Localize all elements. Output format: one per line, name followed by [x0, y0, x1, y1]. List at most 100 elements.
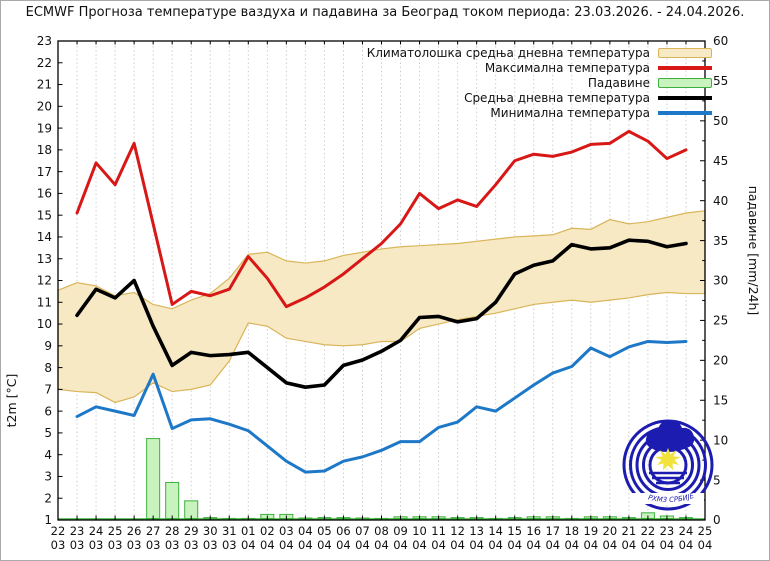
logo-book-lines — [649, 471, 687, 485]
svg-text:04: 04 — [526, 538, 541, 552]
svg-text:03: 03 — [89, 538, 104, 552]
svg-text:10: 10 — [713, 433, 728, 447]
svg-text:18: 18 — [37, 143, 52, 157]
svg-text:40: 40 — [713, 194, 728, 208]
svg-text:09: 09 — [393, 524, 408, 538]
svg-text:06: 06 — [336, 524, 351, 538]
svg-text:10: 10 — [37, 317, 52, 331]
svg-text:04: 04 — [564, 538, 579, 552]
svg-text:03: 03 — [184, 538, 199, 552]
legend-item-climatology: Климатолошка средња дневна температура — [367, 45, 712, 60]
svg-text:7: 7 — [44, 383, 52, 397]
legend-label: Падавине — [587, 75, 650, 90]
svg-text:2: 2 — [44, 491, 52, 505]
mean-temp-line-swatch — [658, 95, 712, 100]
svg-text:28: 28 — [165, 524, 180, 538]
legend-item-precip: Падавине — [367, 75, 712, 90]
max-temp-line-swatch — [658, 65, 712, 70]
min-temp-line — [75, 339, 688, 474]
svg-text:04: 04 — [336, 538, 351, 552]
svg-text:25: 25 — [698, 524, 713, 538]
svg-text:24: 24 — [89, 524, 104, 538]
precip-bar — [146, 438, 161, 520]
svg-text:6: 6 — [44, 404, 52, 418]
svg-text:04: 04 — [641, 538, 656, 552]
svg-text:22: 22 — [641, 524, 656, 538]
svg-text:04: 04 — [374, 538, 389, 552]
svg-text:04: 04 — [488, 538, 503, 552]
chart-legend: Климатолошка средња дневна температура М… — [367, 45, 712, 120]
max-temp-line — [75, 129, 688, 309]
legend-label: Климатолошка средња дневна температура — [366, 45, 650, 60]
svg-text:04: 04 — [298, 538, 313, 552]
svg-text:30: 30 — [203, 524, 218, 538]
svg-text:04: 04 — [584, 538, 599, 552]
svg-text:03: 03 — [165, 538, 180, 552]
svg-text:16: 16 — [526, 524, 541, 538]
axis-tick-labels: 1234567891011121314151617181920212223051… — [37, 34, 729, 527]
svg-text:04: 04 — [679, 538, 694, 552]
svg-text:4: 4 — [44, 448, 52, 462]
svg-text:07: 07 — [355, 524, 370, 538]
svg-text:23: 23 — [70, 524, 85, 538]
legend-label: Максимална температура — [484, 60, 650, 75]
svg-text:5: 5 — [713, 473, 721, 487]
svg-text:50: 50 — [713, 114, 728, 128]
svg-text:03: 03 — [203, 538, 218, 552]
svg-text:11: 11 — [431, 524, 446, 538]
svg-text:15: 15 — [507, 524, 522, 538]
svg-text:8: 8 — [44, 361, 52, 375]
svg-text:03: 03 — [70, 538, 85, 552]
svg-text:13: 13 — [37, 252, 52, 266]
svg-text:03: 03 — [127, 538, 142, 552]
left-axis-label: t2m [°C] — [4, 374, 19, 428]
sun-icon — [655, 448, 681, 470]
svg-text:55: 55 — [713, 74, 728, 88]
svg-text:45: 45 — [713, 154, 728, 168]
mean-temp-line — [75, 238, 688, 389]
x-axis-labels: 2203230324032503260327032803290330033103… — [51, 524, 713, 552]
svg-text:04: 04 — [431, 538, 446, 552]
svg-text:60: 60 — [713, 34, 728, 48]
svg-text:02: 02 — [260, 524, 275, 538]
svg-text:25: 25 — [108, 524, 123, 538]
svg-text:14: 14 — [37, 230, 52, 244]
svg-text:04: 04 — [660, 538, 675, 552]
svg-text:04: 04 — [260, 538, 275, 552]
svg-text:03: 03 — [222, 538, 237, 552]
svg-text:22: 22 — [51, 524, 66, 538]
svg-text:26: 26 — [127, 524, 142, 538]
svg-text:30: 30 — [713, 274, 728, 288]
svg-text:23: 23 — [37, 34, 52, 48]
svg-text:16: 16 — [37, 187, 52, 201]
svg-text:21: 21 — [622, 524, 637, 538]
svg-text:04: 04 — [698, 538, 713, 552]
svg-text:12: 12 — [37, 274, 52, 288]
svg-text:11: 11 — [37, 295, 52, 309]
svg-text:17: 17 — [545, 524, 560, 538]
svg-text:5: 5 — [44, 426, 52, 440]
svg-text:17: 17 — [37, 165, 52, 179]
cloud-icon — [645, 420, 695, 452]
svg-text:25: 25 — [713, 314, 728, 328]
svg-text:29: 29 — [184, 524, 199, 538]
min-temp-line-swatch — [658, 110, 712, 115]
legend-item-max-temp: Максимална температура — [367, 60, 712, 75]
svg-text:03: 03 — [51, 538, 66, 552]
svg-text:3: 3 — [44, 470, 52, 484]
climatology-band-swatch — [658, 47, 712, 58]
svg-text:12: 12 — [450, 524, 465, 538]
logo-text-band — [632, 493, 704, 504]
svg-text:04: 04 — [507, 538, 522, 552]
svg-text:04: 04 — [355, 538, 370, 552]
svg-text:03: 03 — [279, 524, 294, 538]
svg-text:9: 9 — [44, 339, 52, 353]
svg-text:24: 24 — [679, 524, 694, 538]
legend-label: Минимална температура — [490, 105, 650, 120]
svg-text:04: 04 — [317, 538, 332, 552]
precip-bar — [165, 481, 180, 519]
svg-text:05: 05 — [317, 524, 332, 538]
svg-text:23: 23 — [660, 524, 675, 538]
